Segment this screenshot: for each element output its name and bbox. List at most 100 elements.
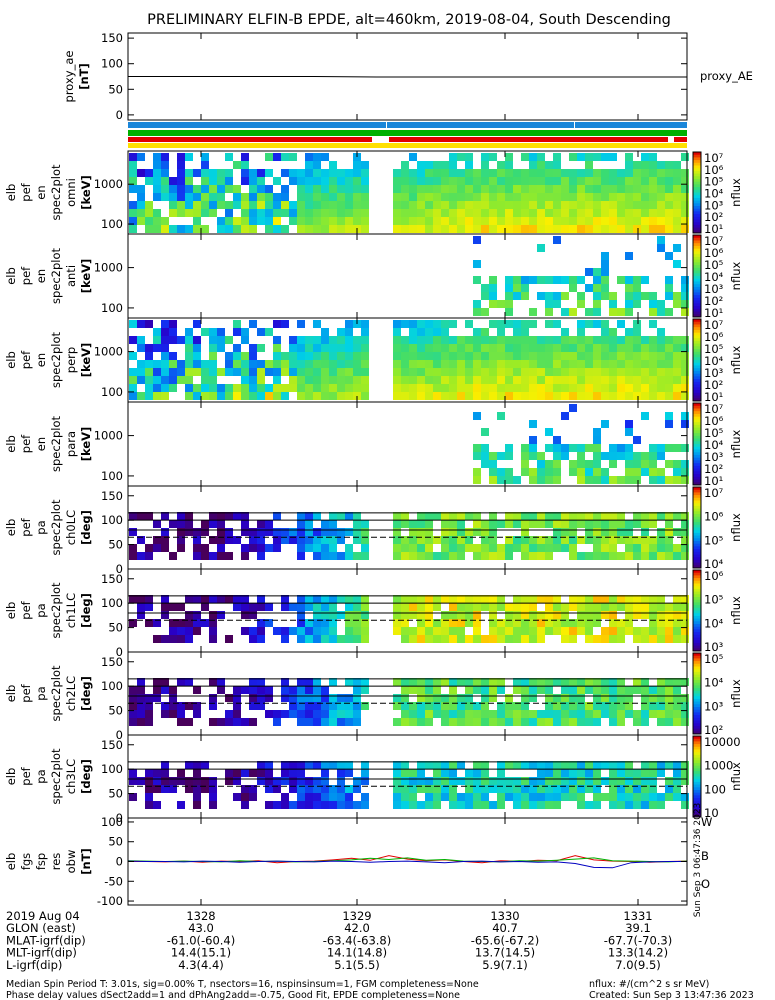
heatmap-cell	[537, 193, 545, 201]
heatmap-cell	[201, 225, 209, 233]
colorbar-cell	[693, 685, 701, 689]
heatmap-cell	[601, 193, 609, 201]
heatmap-cell	[201, 603, 209, 611]
y-axis-label: spec2plot	[49, 748, 63, 805]
heatmap-cell	[297, 201, 305, 209]
heatmap-cell	[465, 336, 473, 344]
colorbar-cell	[693, 487, 701, 491]
x-info-value: -67.7(-70.3)	[604, 933, 672, 947]
colorbar-tick-label: 10²	[704, 462, 723, 476]
colorbar-label: nflux	[729, 345, 743, 374]
heatmap-cell	[505, 710, 513, 718]
heatmap-cell	[289, 177, 297, 185]
heatmap-cell	[185, 635, 193, 643]
heatmap-cell	[641, 153, 649, 161]
heatmap-cell	[257, 528, 265, 536]
heatmap-cell	[353, 169, 361, 177]
heatmap-cell	[489, 344, 497, 352]
heatmap-cell	[601, 544, 609, 552]
heatmap-cell	[297, 384, 305, 392]
heatmap-cell	[337, 718, 345, 726]
heatmap-cell	[361, 801, 369, 809]
heatmap-cell	[417, 678, 425, 686]
heatmap-cell	[425, 635, 433, 643]
heatmap-cell	[329, 627, 337, 635]
heatmap-cell	[465, 384, 473, 392]
heatmap-cell	[185, 678, 193, 686]
heatmap-cell	[233, 201, 241, 209]
heatmap-cell	[537, 368, 545, 376]
heatmap-cell	[601, 368, 609, 376]
heatmap-cell	[585, 153, 593, 161]
heatmap-cell	[665, 225, 673, 233]
heatmap-cell	[273, 360, 281, 368]
heatmap-cell	[529, 276, 537, 284]
heatmap-cell	[657, 384, 665, 392]
heatmap-cell	[593, 476, 601, 484]
heatmap-cell	[625, 694, 633, 702]
heatmap-cell	[561, 344, 569, 352]
heatmap-cell	[561, 328, 569, 336]
heatmap-cell	[521, 801, 529, 809]
heatmap-cell	[201, 392, 209, 400]
y-tick-label: 100	[101, 217, 123, 231]
heatmap-cell	[361, 678, 369, 686]
heatmap-cell	[481, 217, 489, 225]
heatmap-cell	[337, 177, 345, 185]
heatmap-cell	[609, 177, 617, 185]
heatmap-cell	[409, 177, 417, 185]
heatmap-cell	[649, 769, 657, 777]
heatmap-cell	[569, 404, 577, 412]
heatmap-cell	[353, 201, 361, 209]
heatmap-cell	[241, 793, 249, 801]
heatmap-cell	[593, 603, 601, 611]
colorbar-tick-label: 100	[704, 782, 726, 796]
heatmap-cell	[529, 536, 537, 544]
heatmap-cell	[609, 444, 617, 452]
heatmap-cell	[681, 412, 689, 420]
colorbar-cell	[693, 354, 701, 358]
heatmap-cell	[473, 603, 481, 611]
heatmap-cell	[129, 376, 137, 384]
heatmap-cell	[129, 177, 137, 185]
heatmap-cell	[561, 201, 569, 209]
heatmap-cell	[401, 686, 409, 694]
heatmap-cell	[481, 595, 489, 603]
vertical-stamp: Sun Sep 3 06:47:36 2023	[693, 803, 703, 918]
heatmap-cell	[681, 460, 689, 468]
heatmap-cell	[449, 376, 457, 384]
heatmap-cell	[489, 694, 497, 702]
heatmap-cell	[401, 392, 409, 400]
heatmap-cell	[201, 544, 209, 552]
heatmap-cell	[233, 328, 241, 336]
heatmap-cell	[505, 352, 513, 360]
heatmap-cell	[321, 225, 329, 233]
y-tick-label: -50	[104, 874, 123, 888]
heatmap-cell	[297, 595, 305, 603]
heatmap-cell	[633, 201, 641, 209]
heatmap-cell	[321, 336, 329, 344]
heatmap-cell	[401, 761, 409, 769]
status-bar-blue	[128, 122, 687, 128]
heatmap-cell	[601, 710, 609, 718]
heatmap-cell	[537, 520, 545, 528]
heatmap-cell	[665, 761, 673, 769]
heatmap-cell	[449, 619, 457, 627]
heatmap-cell	[305, 686, 313, 694]
heatmap-cell	[337, 392, 345, 400]
heatmap-cell	[593, 436, 601, 444]
heatmap-cell	[545, 460, 553, 468]
heatmap-cell	[513, 217, 521, 225]
heatmap-cell	[681, 468, 689, 476]
heatmap-cell	[537, 384, 545, 392]
heatmap-cell	[313, 360, 321, 368]
y-axis-label: elb	[4, 184, 18, 202]
heatmap-cell	[545, 177, 553, 185]
heatmap-cell	[329, 785, 337, 793]
heatmap-cell	[609, 460, 617, 468]
heatmap-cell	[161, 678, 169, 686]
colorbar-tick-label: 10⁴	[704, 438, 724, 452]
heatmap-cell	[305, 368, 313, 376]
heatmap-cell	[401, 336, 409, 344]
heatmap-cell	[657, 161, 665, 169]
